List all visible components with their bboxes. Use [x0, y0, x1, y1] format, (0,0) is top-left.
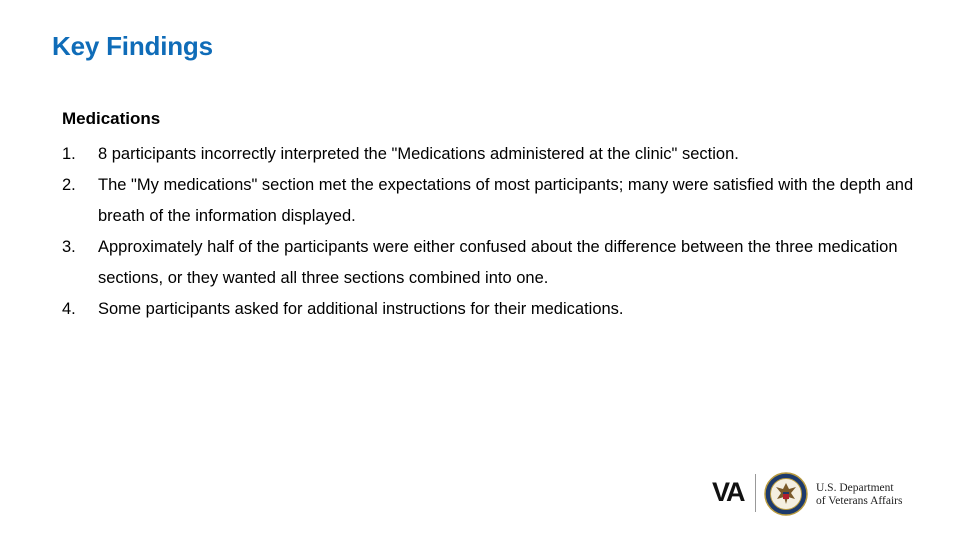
va-logo: VA U.S. Department of Veterans Affairs — [712, 472, 912, 516]
finding-text: Approximately half of the participants w… — [98, 238, 898, 287]
finding-item: 2. The "My medications" section met the … — [62, 170, 932, 232]
finding-number: 4. — [62, 300, 76, 318]
department-name-line1: U.S. Department — [816, 482, 894, 494]
finding-number: 1. — [62, 145, 76, 163]
finding-text: The "My medications" section met the exp… — [98, 176, 914, 225]
va-seal-icon — [764, 472, 808, 516]
finding-item: 4. Some participants asked for additiona… — [62, 294, 932, 325]
finding-item: 3. Approximately half of the participant… — [62, 232, 932, 294]
finding-item: 1. 8 participants incorrectly interprete… — [62, 139, 932, 170]
slide-title: Key Findings — [52, 31, 213, 61]
section-heading: Medications — [62, 109, 161, 128]
finding-text: 8 participants incorrectly interpreted t… — [98, 145, 739, 163]
findings-list: 1. 8 participants incorrectly interprete… — [62, 139, 932, 325]
finding-text: Some participants asked for additional i… — [98, 300, 624, 318]
finding-number: 3. — [62, 238, 76, 256]
department-name-line2: of Veterans Affairs — [816, 495, 903, 507]
finding-number: 2. — [62, 176, 76, 194]
logo-divider — [755, 474, 756, 512]
findings-content: Medications 1. 8 participants incorrectl… — [62, 108, 932, 325]
va-wordmark: VA — [712, 477, 745, 507]
